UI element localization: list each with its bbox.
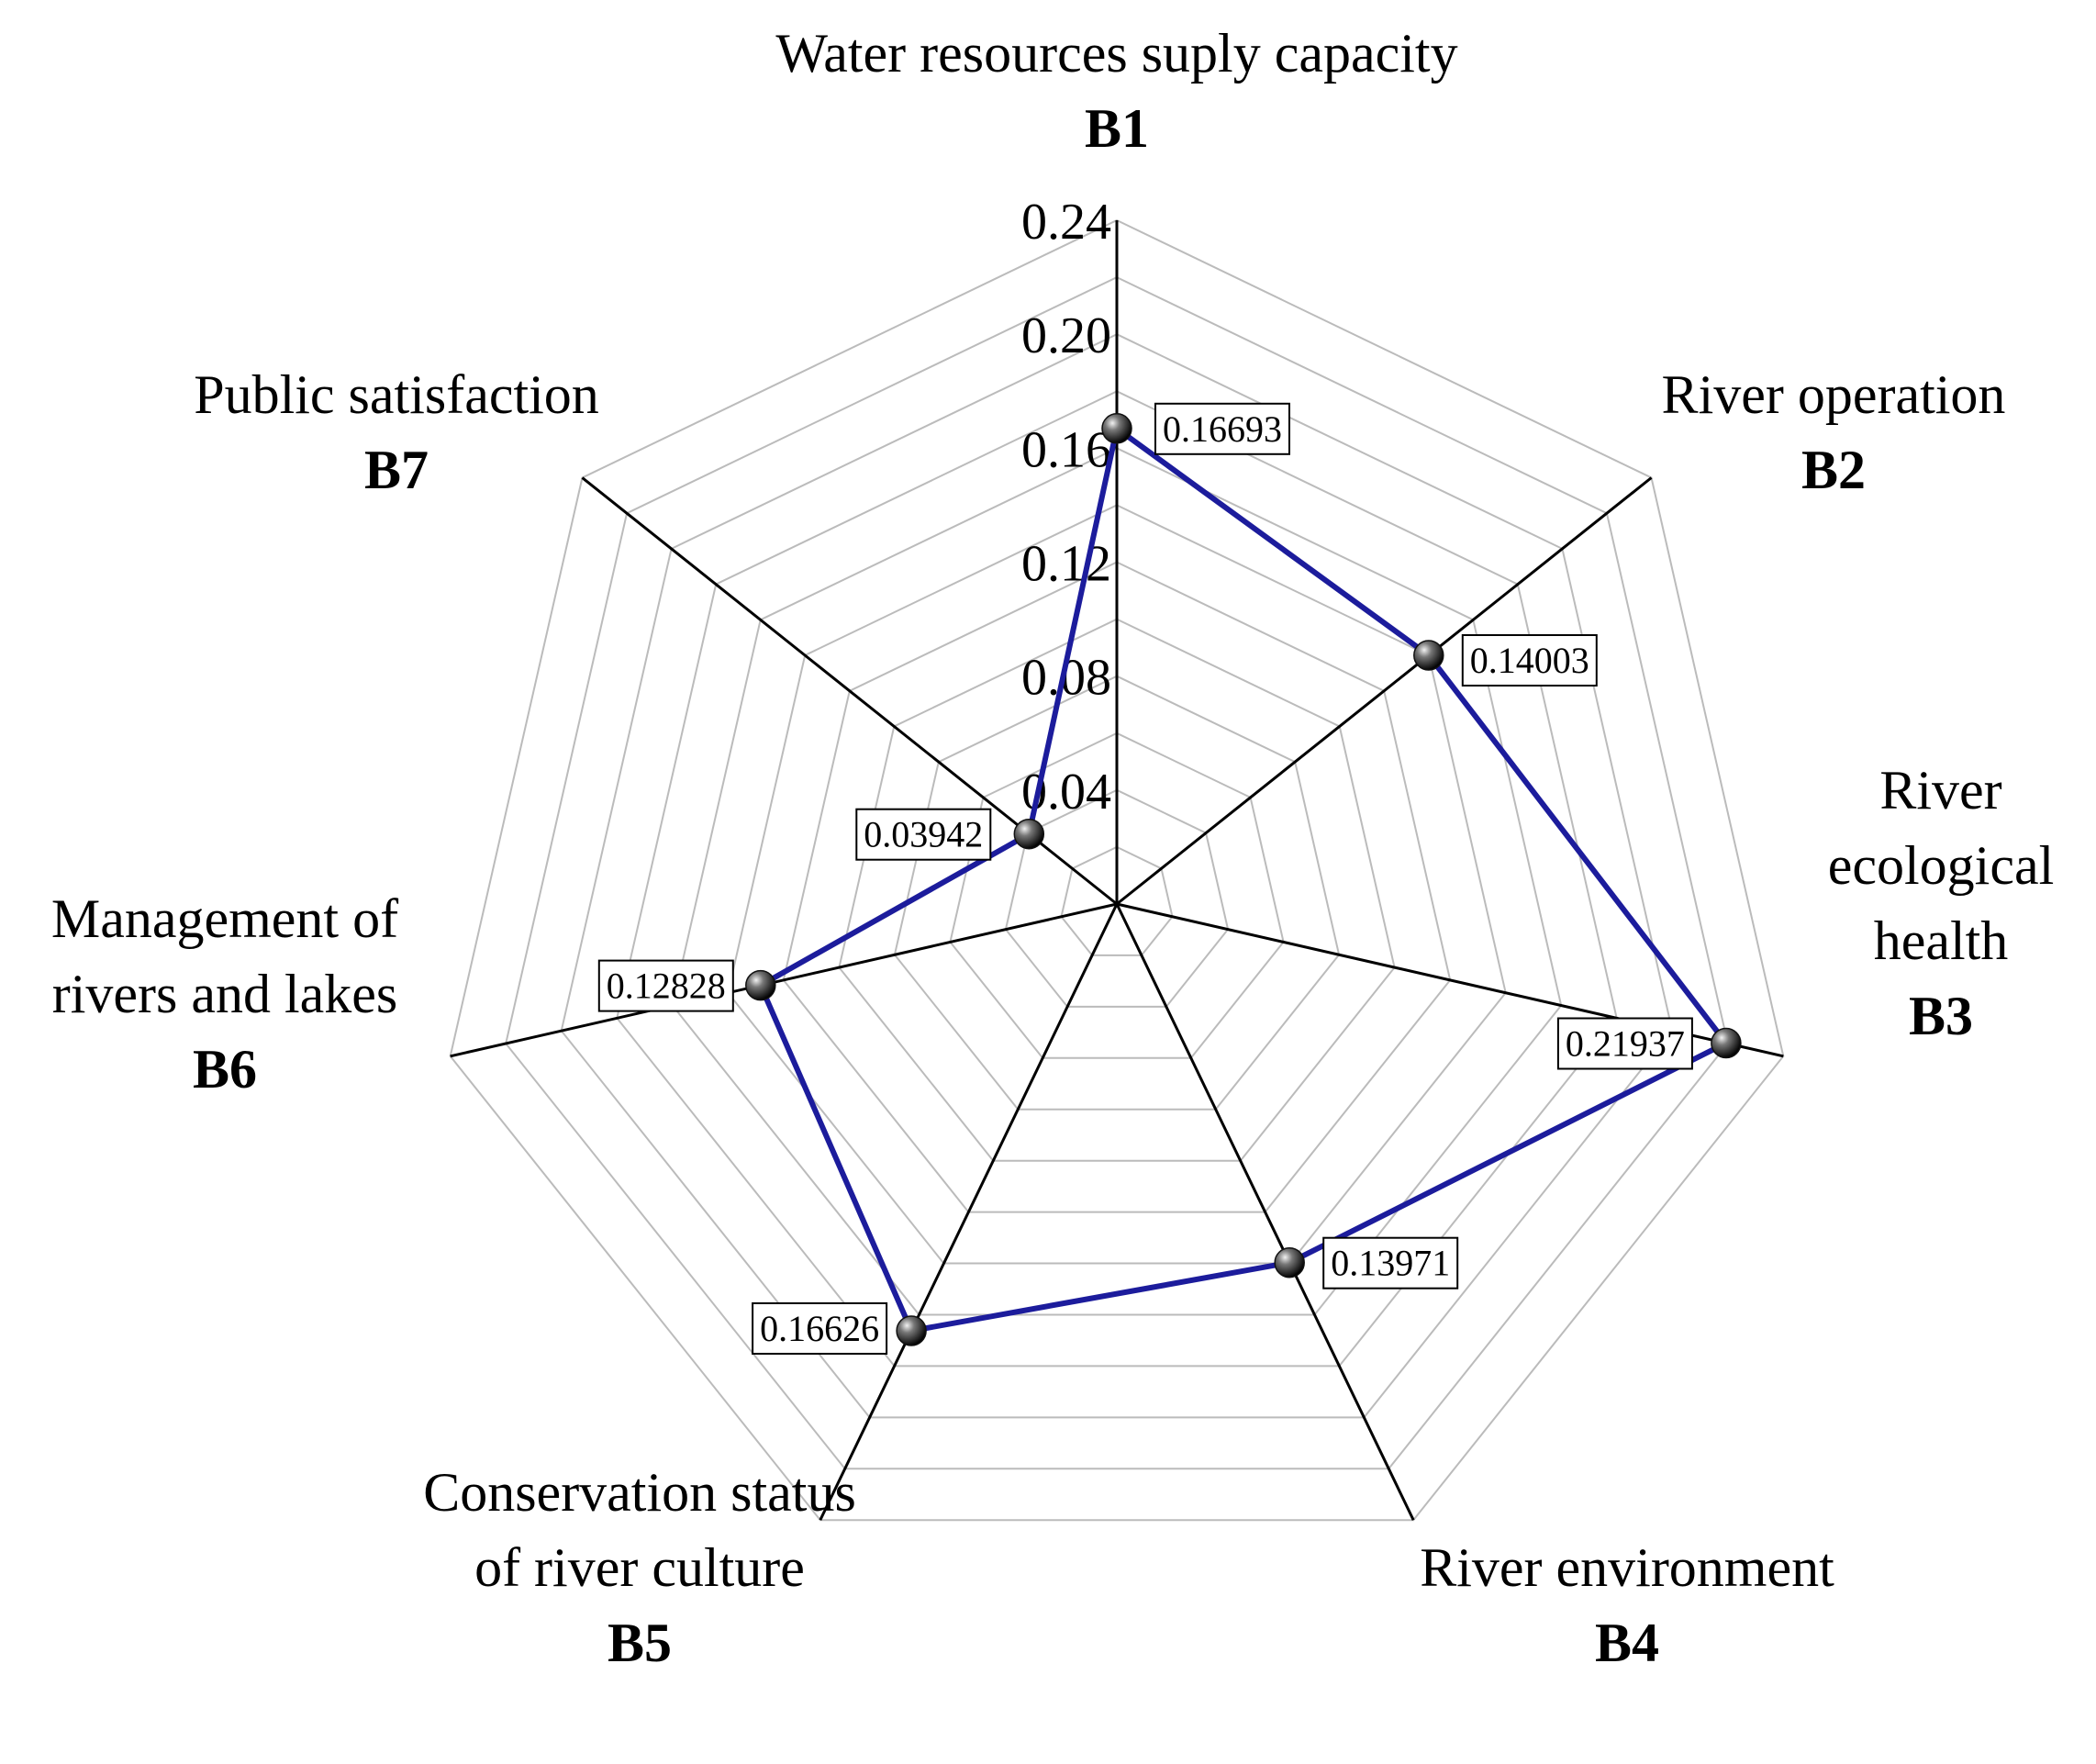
grid-ring <box>838 618 1396 1162</box>
data-point-b4 <box>1274 1246 1305 1278</box>
tick-label: 0.16 <box>1021 421 1111 478</box>
axis-name-line: Public satisfaction <box>194 364 599 425</box>
axis-name-line: of river culture <box>474 1537 805 1598</box>
data-point-b2 <box>1413 640 1444 671</box>
data-point-b5 <box>896 1315 927 1346</box>
axis-code: B2 <box>1801 440 1866 500</box>
axis-code: B3 <box>1909 986 1973 1046</box>
axis-code: B4 <box>1595 1613 1659 1673</box>
grid-ring <box>1004 788 1230 1008</box>
grid-ring <box>560 333 1674 1419</box>
grid-ring <box>449 218 1785 1522</box>
axis-name-line: River <box>1879 760 2001 821</box>
axis-code: B1 <box>1085 98 1149 159</box>
label-layer: 0.16693 0.14003 0.21937 0.13971 0.16626 0.128… <box>597 402 1693 1355</box>
value-label-b6: 0.12828 <box>597 959 734 1012</box>
value-text: 0.03942 <box>864 814 983 855</box>
axis-name-line: River environment <box>1420 1537 1834 1598</box>
axis-name-line: Water resources suply capacity <box>775 23 1457 84</box>
value-text: 0.21937 <box>1566 1023 1685 1065</box>
value-box <box>597 959 734 1012</box>
value-label-b4: 0.13971 <box>1322 1236 1459 1290</box>
axis-name-line: Conservation status <box>423 1462 856 1523</box>
axis-name-line: ecological <box>1828 835 2055 896</box>
data-point-b3 <box>1711 1027 1742 1059</box>
spoke-b5 <box>819 903 1119 1521</box>
data-point-b1 <box>1101 413 1132 444</box>
data-point-b7 <box>1013 818 1045 850</box>
value-label-b2: 0.14003 <box>1461 634 1598 687</box>
grid-ring <box>893 675 1341 1111</box>
value-text: 0.12828 <box>607 966 726 1007</box>
value-text: 0.16626 <box>760 1308 879 1349</box>
value-box <box>1461 634 1598 687</box>
value-box <box>855 808 992 861</box>
value-text: 0.13971 <box>1331 1243 1450 1284</box>
grid-ring <box>505 275 1729 1470</box>
axis-name-line: Management of <box>51 888 398 949</box>
axis-label-b3: River ecological health B3 <box>1828 760 2055 1046</box>
grid-layer <box>449 218 1785 1522</box>
grid-ring <box>1060 845 1174 956</box>
tick-label: 0.12 <box>1021 536 1111 593</box>
value-box <box>1556 1017 1693 1070</box>
grid-ring <box>782 561 1452 1213</box>
axis-code: B6 <box>193 1039 257 1100</box>
series-line <box>757 425 1729 1334</box>
axis-label-b7: Public satisfaction B7 <box>194 364 599 500</box>
axis-code: B7 <box>364 440 429 500</box>
data-point-b6 <box>745 969 776 1001</box>
value-box <box>752 1302 888 1355</box>
grid-ring <box>727 504 1507 1265</box>
value-label-b1: 0.16693 <box>1154 402 1290 455</box>
spoke-b6 <box>450 902 1118 1058</box>
axis-name-line: River operation <box>1662 364 2006 425</box>
value-label-b3: 0.21937 <box>1556 1017 1693 1070</box>
value-text: 0.14003 <box>1470 640 1589 681</box>
value-text: 0.16693 <box>1163 408 1282 450</box>
tick-label: 0.24 <box>1021 194 1111 251</box>
value-box <box>1322 1236 1459 1290</box>
axis-label-b5: Conservation status of river culture B5 <box>423 1462 856 1673</box>
series-layer <box>745 413 1742 1346</box>
axis-code: B5 <box>608 1613 672 1673</box>
axis-name-line: rivers and lakes <box>52 964 398 1024</box>
value-label-b7: 0.03942 <box>855 808 992 861</box>
value-label-b5: 0.16626 <box>752 1302 888 1355</box>
axis-label-b1: Water resources suply capacity B1 <box>775 23 1457 159</box>
axis-name-line: health <box>1874 910 2009 971</box>
tick-layer: 0.040.080.120.160.200.24 <box>1021 194 1111 821</box>
axis-label-layer: Water resources suply capacity B1 River op… <box>51 23 2054 1673</box>
axis-label-b2: River operation B2 <box>1662 364 2006 500</box>
tick-label: 0.20 <box>1021 307 1111 364</box>
spoke-b4 <box>1115 903 1415 1521</box>
spoke-b2 <box>1116 476 1653 906</box>
axis-label-b4: River environment B4 <box>1420 1537 1834 1673</box>
value-box <box>1154 402 1290 455</box>
axis-label-b6: Management of rivers and lakes B6 <box>51 888 398 1100</box>
